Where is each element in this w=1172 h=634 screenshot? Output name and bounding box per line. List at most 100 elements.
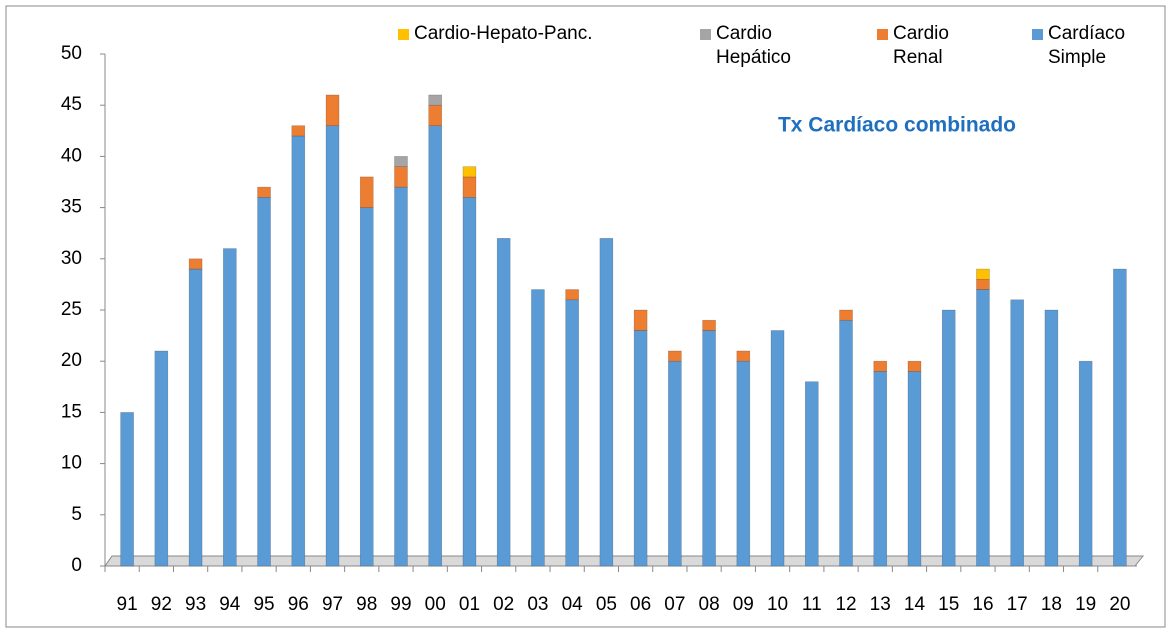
bar-segment	[668, 350, 682, 362]
bar-segment	[359, 176, 374, 208]
bar-segment	[976, 278, 990, 290]
legend-label: Cardio Hepático	[716, 23, 791, 68]
bar-segment	[1078, 360, 1093, 567]
bar-segment	[428, 104, 443, 126]
legend-label: Cardio-Hepato-Panc.	[414, 23, 593, 44]
bar-segment	[120, 412, 134, 567]
bar-segment	[1010, 299, 1024, 567]
y-tick-label: 10	[61, 453, 82, 474]
x-tick-label: 08	[699, 594, 720, 615]
legend-swatch	[1032, 29, 1043, 40]
bar-segment	[976, 289, 990, 567]
x-tick-label: 97	[322, 594, 343, 615]
bar-segment	[291, 125, 306, 137]
bar-segment	[1113, 268, 1127, 567]
bar-segment	[839, 309, 853, 321]
x-tick-label: 16	[972, 594, 993, 615]
bar-segment	[668, 360, 682, 567]
bar-segment	[702, 330, 716, 567]
y-tick-label: 45	[61, 94, 82, 115]
legend-item: Cardio Renal	[877, 22, 988, 70]
x-tick-label: 99	[390, 594, 411, 615]
y-tick-label: 40	[61, 145, 82, 166]
bar-segment	[633, 330, 648, 567]
bar-segment	[565, 289, 579, 301]
bar-segment	[702, 319, 716, 331]
y-tick-label: 15	[61, 401, 82, 422]
bar-segment	[907, 371, 922, 567]
bar-segment	[188, 258, 203, 270]
bar-segment	[325, 94, 340, 126]
legend-item: Cardio-Hepato-Panc.	[398, 22, 654, 46]
legend-item: Cardio Hepático	[700, 22, 811, 70]
x-tick-label: 98	[356, 594, 377, 615]
x-tick-label: 11	[802, 594, 822, 615]
bar-segment	[633, 309, 648, 331]
x-tick-label: 13	[870, 594, 891, 615]
bar-segment	[976, 268, 990, 280]
bar-segment	[257, 186, 271, 198]
x-tick-label: 10	[767, 594, 788, 615]
bar-segment	[154, 350, 169, 567]
y-tick-label: 50	[61, 43, 82, 64]
bar-segment	[188, 268, 203, 567]
y-tick-label: 25	[61, 299, 82, 320]
bar-segment	[394, 186, 408, 567]
y-tick-label: 5	[71, 504, 82, 525]
x-tick-label: 19	[1075, 594, 1096, 615]
y-tick-label: 20	[61, 350, 82, 371]
y-tick-label: 35	[61, 197, 82, 218]
y-tick-label: 0	[71, 555, 82, 576]
bar-segment	[291, 135, 306, 567]
bar-segment	[907, 360, 922, 372]
x-tick-label: 12	[835, 594, 856, 615]
bar-segment	[394, 156, 408, 167]
legend-label: Cardíaco Simple	[1048, 23, 1126, 68]
bar-segment	[394, 166, 408, 188]
x-tick-label: 01	[459, 594, 480, 615]
x-tick-label: 02	[493, 594, 514, 615]
y-tick-label: 30	[61, 248, 82, 269]
bar-segment	[770, 330, 785, 567]
x-tick-label: 05	[596, 594, 617, 615]
bar-segment	[736, 350, 751, 362]
x-tick-label: 17	[1007, 594, 1028, 615]
bar-segment	[223, 248, 237, 567]
bar-segment	[428, 94, 443, 106]
legend-swatch	[700, 29, 711, 40]
x-tick-label: 95	[253, 594, 274, 615]
x-tick-label: 03	[527, 594, 548, 615]
x-tick-label: 00	[425, 594, 446, 615]
bar-segment	[462, 176, 477, 198]
bar-segment	[839, 319, 853, 567]
bar-segment	[257, 197, 271, 567]
x-tick-label: 07	[664, 594, 685, 615]
bar-segment	[496, 238, 511, 567]
x-tick-label: 20	[1109, 594, 1130, 615]
chart-border	[5, 5, 1166, 628]
legend-label: Cardio Renal	[893, 23, 949, 68]
x-tick-label: 15	[938, 594, 959, 615]
bar-segment	[428, 125, 443, 567]
bar-segment	[599, 238, 614, 567]
bar-segment	[941, 309, 956, 567]
x-tick-label: 18	[1041, 594, 1062, 615]
bar-segment	[873, 371, 888, 567]
x-tick-label: 04	[562, 594, 584, 615]
x-tick-label: 93	[185, 594, 206, 615]
bar-segment	[1044, 309, 1059, 567]
bar-segment	[462, 197, 477, 567]
legend-swatch	[877, 29, 888, 40]
x-tick-label: 94	[219, 594, 241, 615]
bar-segment	[359, 207, 374, 567]
x-tick-label: 06	[630, 594, 651, 615]
annotation: Tx Cardíaco combinado	[778, 114, 1016, 137]
bar-segment	[462, 166, 477, 178]
bar-segment	[804, 381, 819, 567]
x-tick-label: 96	[288, 594, 309, 615]
x-tick-label: 91	[117, 594, 138, 615]
bar-segment	[736, 360, 751, 567]
legend-item: Cardíaco Simple	[1032, 22, 1143, 70]
